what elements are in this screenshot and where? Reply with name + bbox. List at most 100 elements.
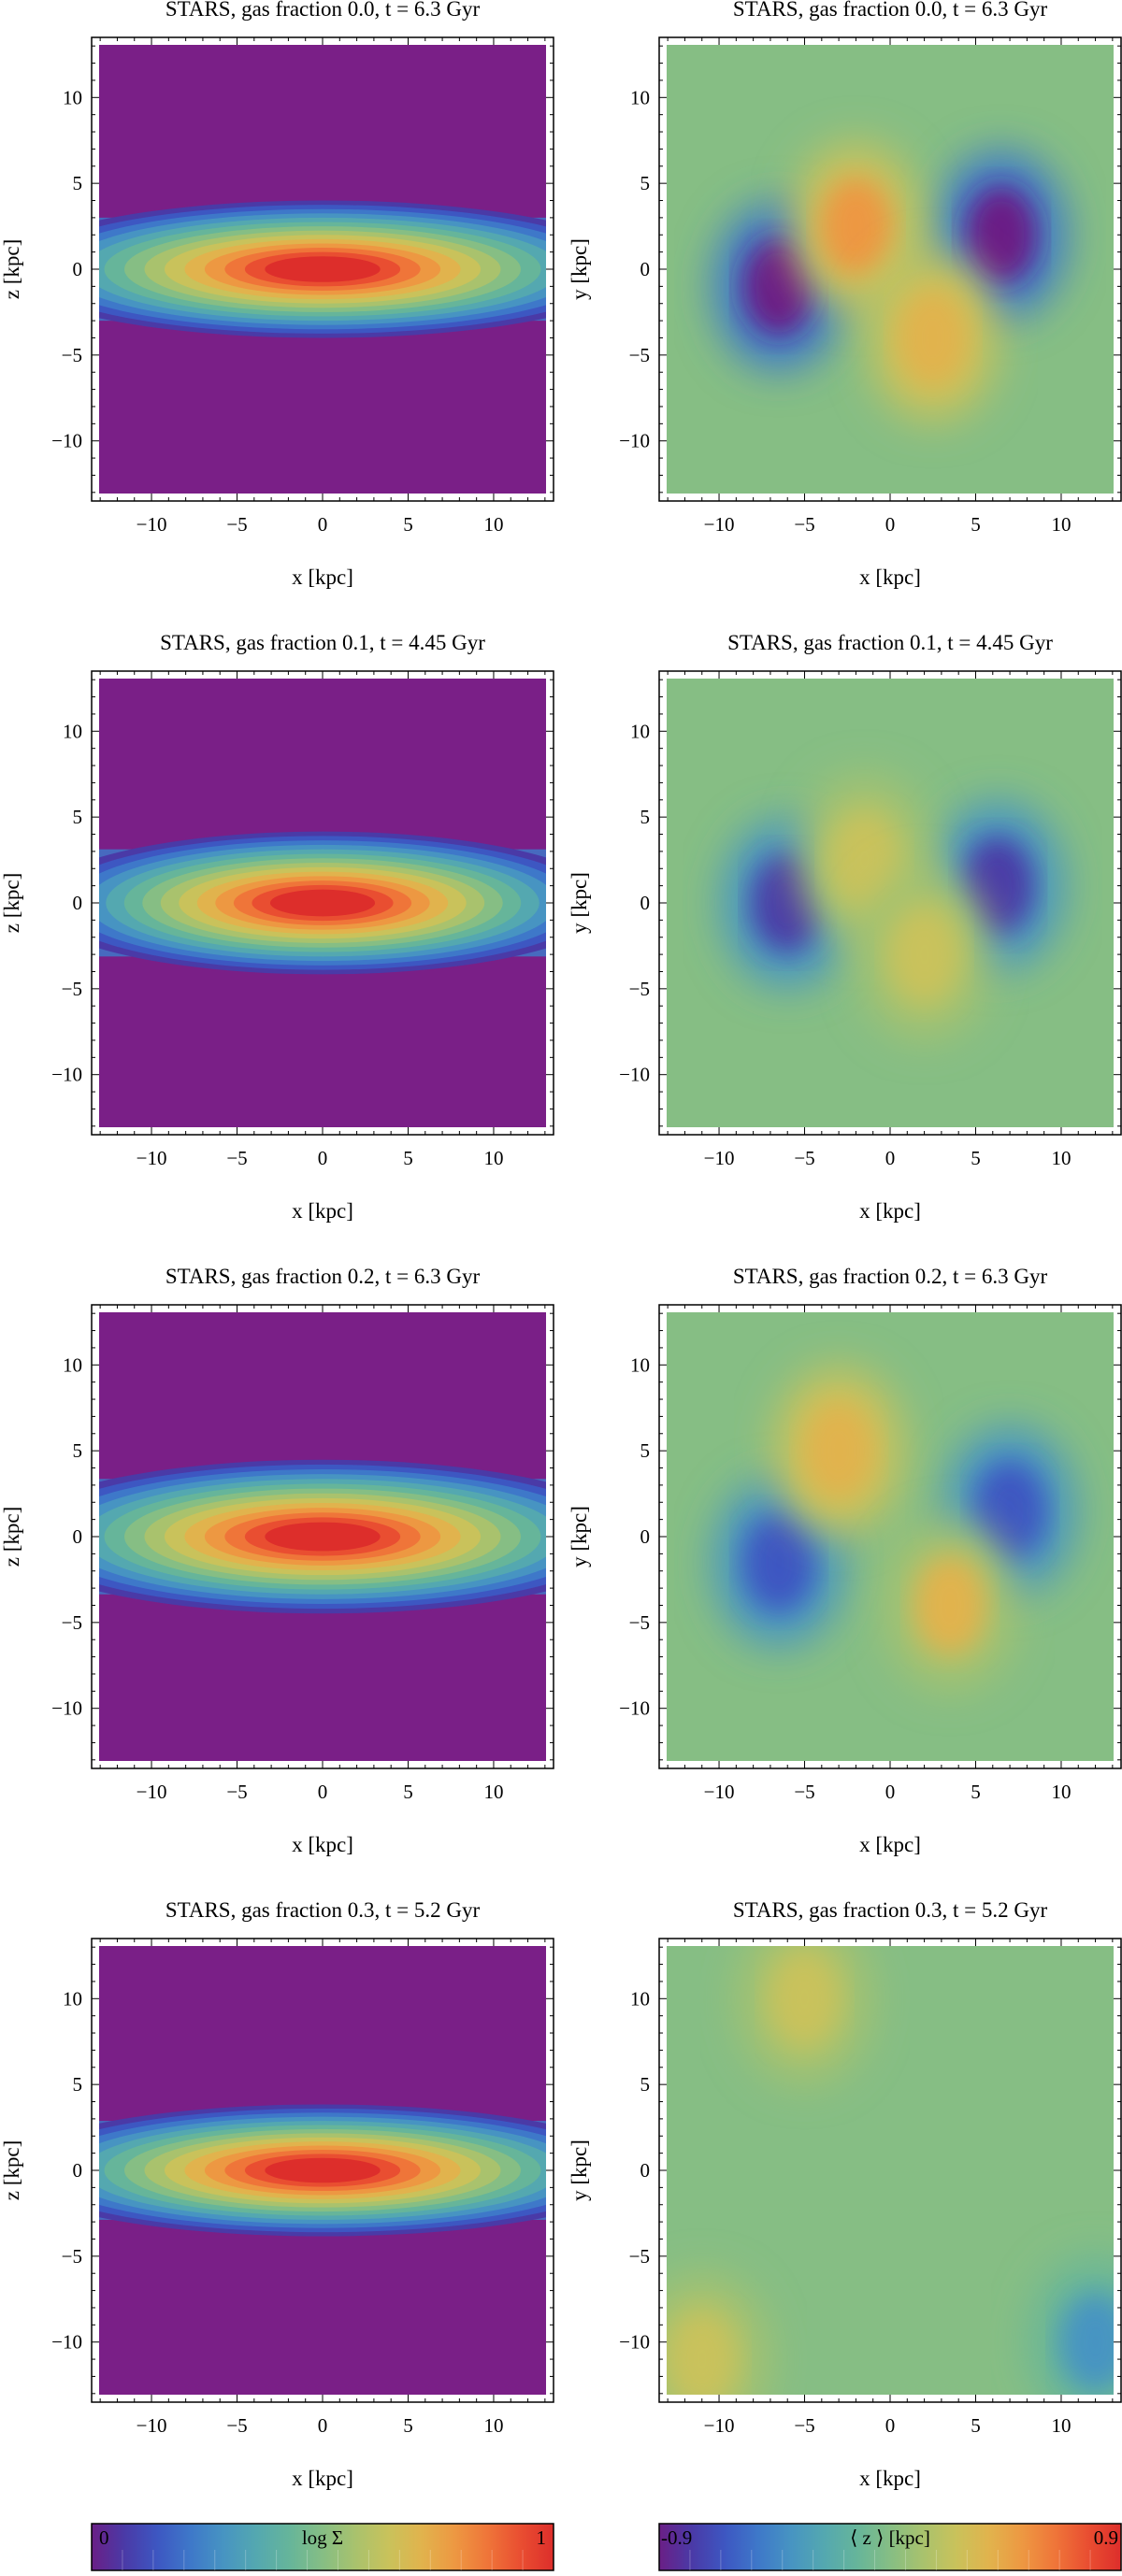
heatmap-field bbox=[667, 45, 1114, 494]
panel-row-3-left: STARS, gas fraction 0.2, t = 6.3 Gyr x [… bbox=[0, 1265, 554, 1856]
x-axis-label: x [kpc] bbox=[859, 2467, 921, 2490]
x-axis-label: x [kpc] bbox=[292, 2467, 353, 2490]
y-axis-label: y [kpc] bbox=[568, 1506, 591, 1567]
y-tick-label: 0 bbox=[73, 258, 83, 280]
y-tick-label: 0 bbox=[640, 2159, 651, 2182]
y-tick-label: −5 bbox=[629, 2245, 650, 2268]
y-tick-label: −10 bbox=[51, 430, 82, 452]
y-tick-label: 10 bbox=[63, 1353, 82, 1376]
y-tick-label: 10 bbox=[63, 1987, 82, 2010]
y-tick-label: −10 bbox=[619, 2331, 650, 2354]
x-tick-label: −5 bbox=[226, 2414, 247, 2437]
y-tick-label: 5 bbox=[640, 1439, 651, 1462]
y-tick-label: −5 bbox=[62, 2245, 82, 2268]
x-tick-label: −10 bbox=[137, 1147, 167, 1169]
y-tick-label: 10 bbox=[630, 720, 650, 742]
x-tick-label: 0 bbox=[318, 1147, 328, 1169]
x-tick-label: −10 bbox=[137, 1781, 167, 1803]
x-tick-label: 5 bbox=[403, 513, 413, 536]
mean-z-feature bbox=[1059, 2293, 1114, 2391]
y-tick-label: −10 bbox=[51, 1064, 82, 1086]
mean-z-feature bbox=[888, 906, 960, 1004]
mean-z-feature bbox=[820, 178, 892, 276]
y-tick-label: −5 bbox=[62, 978, 82, 1000]
axis-ticks: −10 −5 0 5 10 −10 −5 0 5 10 bbox=[51, 1939, 554, 2437]
mean-z-feature bbox=[974, 1462, 1046, 1560]
x-tick-label: 5 bbox=[403, 2414, 413, 2437]
y-axis-label: z [kpc] bbox=[0, 873, 23, 934]
y-tick-label: −5 bbox=[62, 1611, 82, 1634]
panel-row-2-right: STARS, gas fraction 0.1, t = 4.45 Gyr x … bbox=[568, 631, 1122, 1223]
y-tick-label: 10 bbox=[63, 720, 82, 742]
mean-z-feature bbox=[769, 1950, 841, 2048]
mean-z-feature bbox=[897, 289, 969, 387]
x-tick-label: 5 bbox=[403, 1781, 413, 1803]
x-tick-label: 5 bbox=[971, 2414, 981, 2437]
colorbar-left: 0 log Σ 1 bbox=[91, 2523, 554, 2571]
colorbar-frame bbox=[91, 2523, 554, 2571]
heatmap-field bbox=[667, 679, 1114, 1127]
axis-ticks: −10 −5 0 5 10 −10 −5 0 5 10 bbox=[619, 1305, 1121, 1803]
panel-title: STARS, gas fraction 0.1, t = 4.45 Gyr bbox=[160, 631, 485, 654]
colorbar-gradient bbox=[92, 2524, 554, 2570]
x-tick-label: 0 bbox=[885, 2414, 896, 2437]
y-tick-label: −10 bbox=[619, 1064, 650, 1086]
density-contour bbox=[265, 2157, 381, 2183]
panel-row-3-right: STARS, gas fraction 0.2, t = 6.3 Gyr x [… bbox=[568, 1265, 1122, 1856]
colorbar-label: log Σ bbox=[302, 2526, 343, 2549]
panel-title: STARS, gas fraction 0.2, t = 6.3 Gyr bbox=[733, 1265, 1048, 1288]
x-axis-label: x [kpc] bbox=[859, 565, 921, 589]
y-axis-label: y [kpc] bbox=[568, 238, 591, 300]
heatmap-field bbox=[99, 1946, 546, 2395]
heatmap-field bbox=[667, 1312, 1114, 1761]
x-tick-label: 10 bbox=[483, 1781, 503, 1803]
mean-z-feature bbox=[667, 2311, 738, 2395]
mean-z-feature bbox=[743, 1513, 815, 1611]
colorbar-min-label: 0 bbox=[99, 2526, 109, 2549]
y-tick-label: 5 bbox=[73, 1439, 83, 1462]
y-tick-label: 10 bbox=[63, 86, 82, 108]
panel-title: STARS, gas fraction 0.3, t = 5.2 Gyr bbox=[733, 1898, 1048, 1922]
y-axis-label: z [kpc] bbox=[0, 239, 23, 300]
colorbar-gradient bbox=[659, 2524, 1121, 2570]
x-tick-label: −5 bbox=[794, 513, 814, 536]
y-tick-label: 0 bbox=[640, 892, 651, 914]
y-tick-label: 0 bbox=[73, 1525, 83, 1548]
y-tick-label: 0 bbox=[73, 892, 83, 914]
x-tick-label: 5 bbox=[403, 1147, 413, 1169]
x-tick-label: −5 bbox=[794, 2414, 814, 2437]
y-tick-label: 0 bbox=[640, 258, 651, 280]
density-contour bbox=[265, 1522, 381, 1552]
axis-ticks: −10 −5 0 5 10 −10 −5 0 5 10 bbox=[619, 37, 1121, 536]
x-tick-label: 10 bbox=[1051, 1781, 1071, 1803]
x-axis-label: x [kpc] bbox=[292, 1199, 353, 1223]
y-tick-label: 0 bbox=[73, 2159, 83, 2182]
y-tick-label: 10 bbox=[630, 86, 650, 108]
y-tick-label: −10 bbox=[51, 1697, 82, 1720]
y-axis-label: y [kpc] bbox=[568, 872, 591, 934]
colorbar-right: -0.9 ⟨ z ⟩ [kpc] 0.9 bbox=[658, 2523, 1122, 2571]
panel-title: STARS, gas fraction 0.2, t = 6.3 Gyr bbox=[165, 1265, 481, 1288]
y-tick-label: −10 bbox=[51, 2331, 82, 2354]
panel-title: STARS, gas fraction 0.0, t = 6.3 Gyr bbox=[733, 0, 1048, 21]
y-tick-label: −5 bbox=[629, 344, 650, 366]
x-tick-label: −5 bbox=[794, 1147, 814, 1169]
axis-ticks: −10 −5 0 5 10 −10 −5 0 5 10 bbox=[51, 671, 554, 1169]
x-tick-label: −5 bbox=[226, 513, 247, 536]
x-tick-label: 0 bbox=[885, 513, 896, 536]
x-tick-label: 0 bbox=[318, 1781, 328, 1803]
x-tick-label: 10 bbox=[1051, 2414, 1071, 2437]
y-axis-label: z [kpc] bbox=[0, 1507, 23, 1567]
y-axis-label: y [kpc] bbox=[568, 2140, 591, 2201]
axis-ticks: −10 −5 0 5 10 −10 −5 0 5 10 bbox=[51, 37, 554, 536]
x-tick-label: −10 bbox=[704, 1147, 735, 1169]
x-tick-label: 10 bbox=[1051, 1147, 1071, 1169]
x-axis-label: x [kpc] bbox=[292, 1833, 353, 1856]
y-tick-label: −10 bbox=[619, 430, 650, 452]
x-tick-label: 10 bbox=[483, 1147, 503, 1169]
x-tick-label: 5 bbox=[971, 1781, 981, 1803]
panel-row-4-right: STARS, gas fraction 0.3, t = 5.2 Gyr x [… bbox=[568, 1898, 1122, 2490]
density-contour bbox=[269, 889, 376, 917]
mean-z-feature bbox=[962, 837, 1034, 935]
